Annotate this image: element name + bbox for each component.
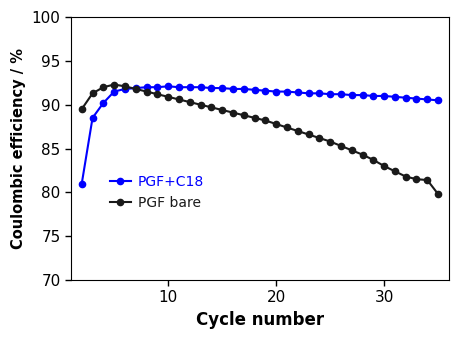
PGF bare xyxy=(337,144,343,148)
PGF+C18 xyxy=(208,86,213,90)
PGF+C18 xyxy=(144,85,149,89)
PGF bare xyxy=(186,100,192,104)
PGF+C18 xyxy=(359,93,364,97)
PGF bare xyxy=(208,105,213,109)
PGF bare xyxy=(284,125,289,130)
PGF bare xyxy=(370,158,375,162)
PGF bare xyxy=(165,95,171,99)
PGF bare xyxy=(327,139,332,143)
PGF bare xyxy=(197,103,203,107)
PGF+C18 xyxy=(337,92,343,96)
PGF+C18 xyxy=(219,86,224,90)
PGF bare xyxy=(273,122,278,126)
PGF+C18 xyxy=(348,93,354,97)
Line: PGF+C18: PGF+C18 xyxy=(78,83,440,187)
PGF bare xyxy=(241,113,246,117)
PGF+C18 xyxy=(251,88,257,92)
PGF+C18 xyxy=(90,116,95,120)
PGF+C18 xyxy=(370,94,375,98)
Y-axis label: Coulombic efficiency / %: Coulombic efficiency / % xyxy=(11,48,26,249)
PGF+C18 xyxy=(186,85,192,89)
PGF bare xyxy=(133,87,138,91)
PGF+C18 xyxy=(327,92,332,96)
PGF bare xyxy=(144,89,149,94)
PGF bare xyxy=(111,83,117,87)
PGF bare xyxy=(219,108,224,112)
PGF bare xyxy=(316,136,321,140)
PGF+C18 xyxy=(294,90,300,95)
PGF bare xyxy=(230,110,235,115)
PGF bare xyxy=(294,129,300,133)
PGF+C18 xyxy=(413,97,418,101)
PGF bare xyxy=(434,192,440,196)
PGF bare xyxy=(79,107,84,111)
PGF+C18 xyxy=(111,89,117,94)
PGF+C18 xyxy=(402,96,408,100)
PGF bare xyxy=(262,118,268,122)
PGF bare xyxy=(424,178,429,182)
Legend: PGF+C18, PGF bare: PGF+C18, PGF bare xyxy=(104,169,209,215)
X-axis label: Cycle number: Cycle number xyxy=(196,311,323,329)
PGF+C18 xyxy=(79,182,84,186)
PGF bare xyxy=(413,177,418,181)
PGF bare xyxy=(251,116,257,120)
PGF bare xyxy=(381,164,386,168)
PGF+C18 xyxy=(284,89,289,94)
PGF bare xyxy=(101,85,106,89)
PGF+C18 xyxy=(391,95,397,99)
PGF+C18 xyxy=(381,94,386,98)
PGF bare xyxy=(305,133,311,137)
PGF bare xyxy=(391,169,397,173)
PGF+C18 xyxy=(230,87,235,91)
PGF bare xyxy=(402,174,408,179)
PGF+C18 xyxy=(176,85,181,89)
PGF+C18 xyxy=(154,85,160,89)
PGF+C18 xyxy=(165,84,171,88)
PGF+C18 xyxy=(197,85,203,89)
PGF+C18 xyxy=(241,87,246,91)
PGF bare xyxy=(348,148,354,152)
PGF bare xyxy=(90,91,95,95)
Line: PGF bare: PGF bare xyxy=(78,82,440,197)
PGF+C18 xyxy=(424,98,429,102)
PGF+C18 xyxy=(305,91,311,95)
PGF+C18 xyxy=(434,98,440,102)
PGF+C18 xyxy=(273,89,278,94)
PGF+C18 xyxy=(122,87,128,91)
PGF bare xyxy=(176,98,181,102)
PGF bare xyxy=(359,153,364,157)
PGF bare xyxy=(122,84,128,88)
PGF+C18 xyxy=(101,101,106,105)
PGF+C18 xyxy=(262,89,268,93)
PGF+C18 xyxy=(133,86,138,90)
PGF+C18 xyxy=(316,91,321,95)
PGF bare xyxy=(154,92,160,96)
